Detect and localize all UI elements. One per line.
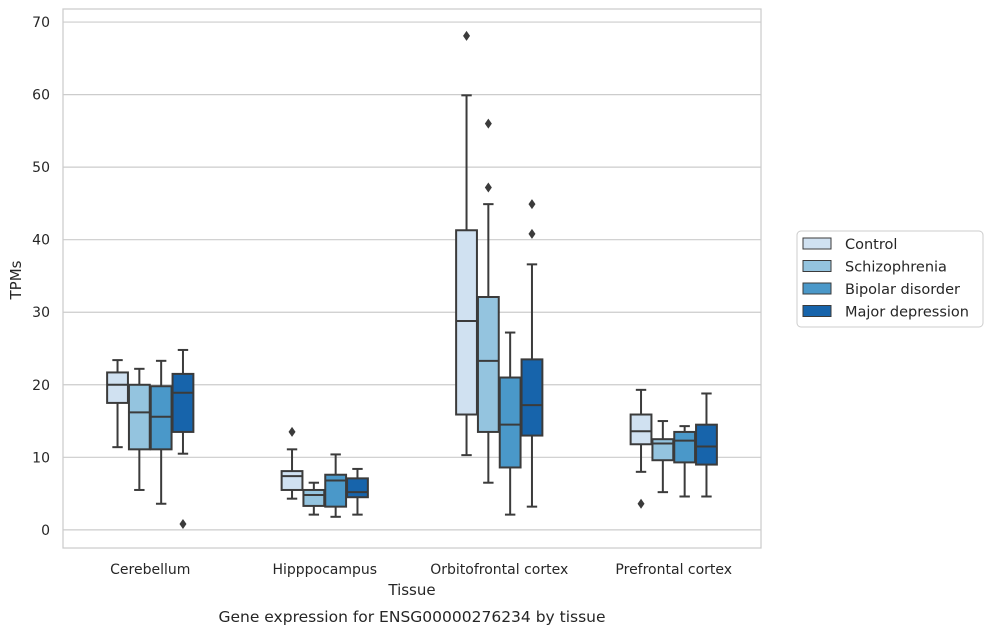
legend-label: Schizophrenia <box>845 260 947 276</box>
x-tick-label: Orbitofrontal cortex <box>430 562 568 578</box>
y-tick-label: 30 <box>32 305 50 321</box>
box-iqr <box>171 372 195 433</box>
box-iqr <box>455 229 478 416</box>
outlier-point <box>637 498 645 509</box>
box-bipolar-disorder-0 <box>149 359 173 505</box>
outlier-point <box>463 30 471 41</box>
y-axis-label: TPMs <box>7 260 25 300</box>
y-tick-labels: 0 10 20 30 40 50 60 70 <box>32 15 50 539</box>
box-iqr <box>106 371 129 404</box>
box-major-depression-0 <box>171 348 195 530</box>
box-major-depression-2 <box>520 199 544 508</box>
y-tick-label: 20 <box>32 378 50 394</box>
box-schizophrenia-1 <box>302 481 326 516</box>
plot-frame <box>62 8 762 549</box>
legend-swatch <box>802 282 832 295</box>
outlier-point <box>528 199 536 210</box>
outlier-point <box>288 426 296 437</box>
box-iqr <box>324 473 348 508</box>
box-iqr <box>520 358 544 437</box>
y-tick-label: 0 <box>41 523 50 539</box>
box-bipolar-disorder-2 <box>498 331 522 516</box>
outlier-point <box>484 118 492 129</box>
box-iqr <box>346 477 369 499</box>
box-iqr <box>127 383 151 451</box>
box-bipolar-disorder-1 <box>324 453 348 518</box>
box-iqr <box>651 438 675 462</box>
legend-label: Control <box>845 237 897 253</box>
box-iqr <box>476 295 500 433</box>
y-tick-label: 10 <box>32 450 50 466</box>
outlier-point <box>179 519 187 530</box>
y-tick-label: 40 <box>32 233 50 249</box>
box-major-depression-1 <box>346 467 369 516</box>
x-tick-label: Hipppocampus <box>272 562 377 578</box>
legend-label: Bipolar disorder <box>845 282 960 298</box>
box-schizophrenia-2 <box>476 118 500 484</box>
boxes <box>106 30 718 530</box>
legend-swatch <box>802 237 832 250</box>
box-control-1 <box>280 426 304 500</box>
legend-swatch <box>802 260 832 272</box>
legend-label: Major depression <box>845 305 969 321</box>
legend-frame <box>796 230 984 328</box>
x-tick-label: Prefrontal cortex <box>615 562 732 578</box>
box-control-0 <box>106 359 129 449</box>
box-iqr <box>302 488 326 507</box>
outlier-point <box>484 182 492 193</box>
outlier-point <box>528 228 536 239</box>
box-iqr <box>695 423 718 466</box>
box-iqr <box>280 470 304 491</box>
box-control-3 <box>629 388 653 509</box>
y-tick-label: 70 <box>32 15 50 31</box>
chart-caption: Gene expression for ENSG00000276234 by t… <box>218 608 605 626</box>
box-bipolar-disorder-3 <box>673 425 697 498</box>
y-tick-label: 50 <box>32 160 50 176</box>
x-tick-label: Cerebellum <box>110 562 190 578</box>
y-tick-label: 60 <box>32 88 50 104</box>
box-schizophrenia-3 <box>651 420 675 494</box>
box-iqr <box>498 376 522 469</box>
legend: Control Schizophrenia Bipolar disorder Majo… <box>796 230 984 328</box>
box-iqr <box>149 385 173 451</box>
x-axis-label: Tissue <box>387 581 435 599</box>
box-schizophrenia-0 <box>127 367 151 491</box>
legend-swatch <box>802 305 832 317</box>
x-tick-labels: Cerebellum Hipppocampus Orbitofrontal cort… <box>110 562 732 578</box>
box-major-depression-3 <box>695 392 718 498</box>
box-iqr <box>673 430 697 464</box>
box-iqr <box>629 413 653 446</box>
